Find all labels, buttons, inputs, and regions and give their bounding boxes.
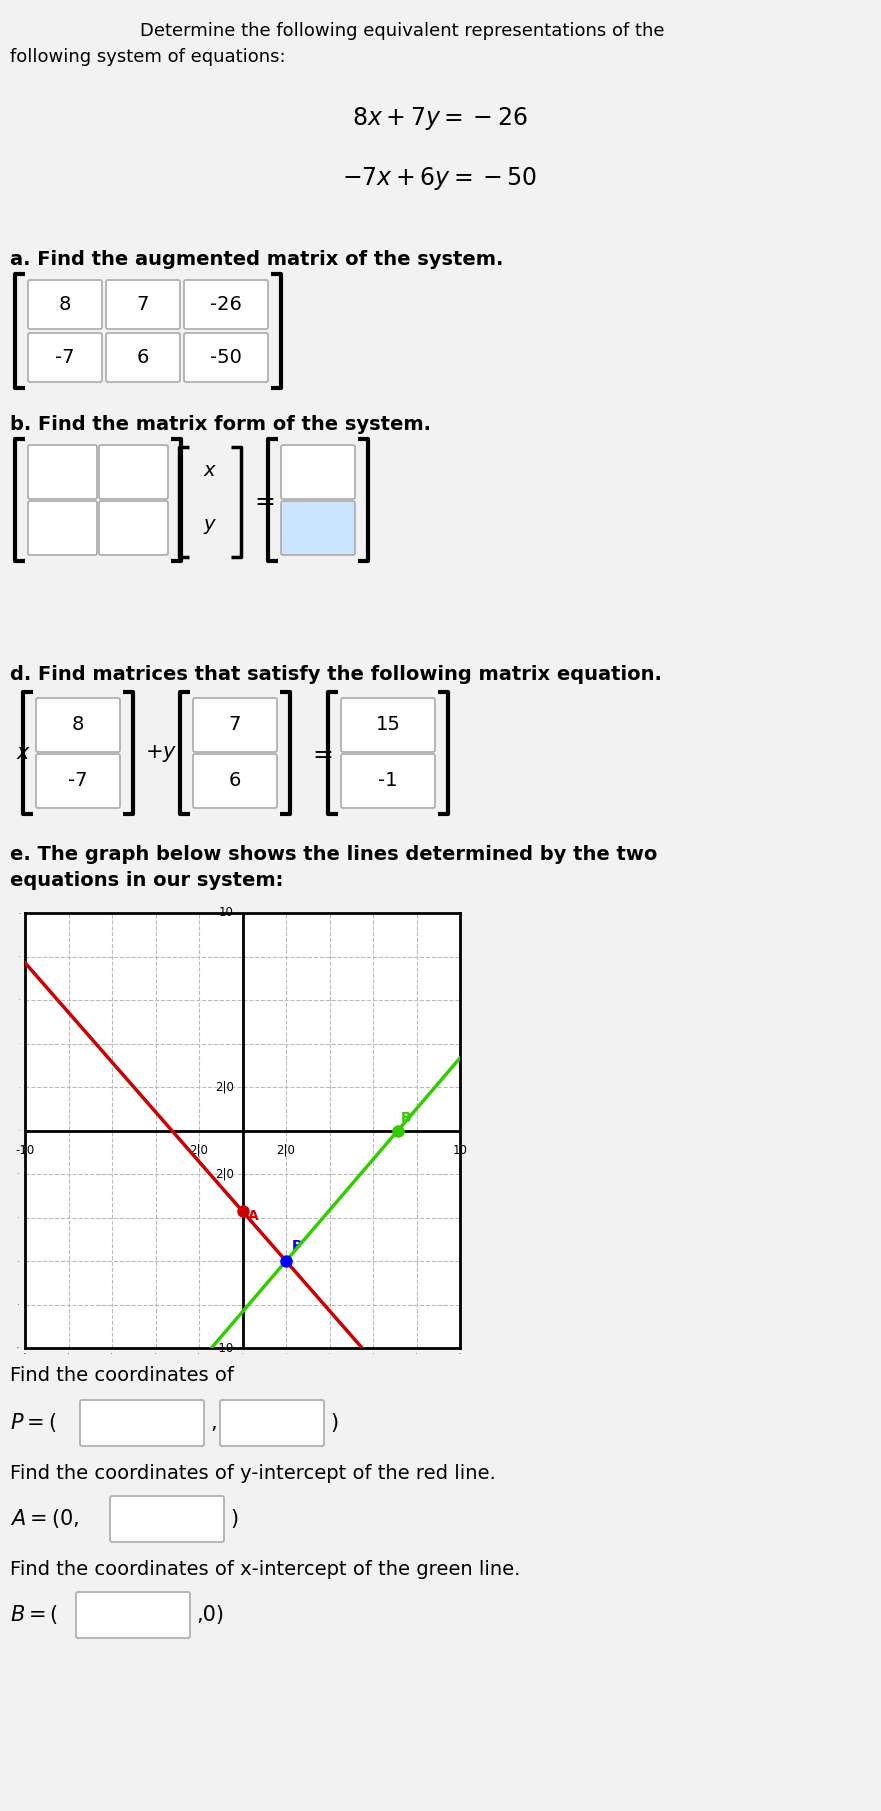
Text: $A = (0,$: $A = (0,$ <box>10 1507 79 1530</box>
Text: B: B <box>401 1110 411 1125</box>
FancyBboxPatch shape <box>36 697 120 752</box>
Text: Find the coordinates of x-intercept of the green line.: Find the coordinates of x-intercept of t… <box>10 1559 521 1579</box>
FancyBboxPatch shape <box>28 333 102 382</box>
FancyBboxPatch shape <box>193 697 277 752</box>
FancyBboxPatch shape <box>76 1592 190 1637</box>
Text: $B = ($: $B = ($ <box>10 1603 58 1626</box>
FancyBboxPatch shape <box>99 446 168 500</box>
Text: following system of equations:: following system of equations: <box>10 49 285 65</box>
Text: 2|0: 2|0 <box>189 1143 209 1157</box>
FancyBboxPatch shape <box>80 1400 204 1445</box>
Text: A: A <box>248 1210 259 1222</box>
Text: 2|0: 2|0 <box>215 1168 233 1181</box>
Text: Determine the following equivalent representations of the: Determine the following equivalent repre… <box>140 22 664 40</box>
FancyBboxPatch shape <box>36 753 120 808</box>
Text: 7: 7 <box>229 715 241 735</box>
FancyBboxPatch shape <box>341 753 435 808</box>
Text: P: P <box>292 1239 301 1253</box>
Text: -1: -1 <box>378 771 397 790</box>
FancyBboxPatch shape <box>184 281 268 330</box>
Text: 8: 8 <box>59 295 71 313</box>
Text: -50: -50 <box>210 348 242 368</box>
Text: 8: 8 <box>72 715 85 735</box>
Text: -7: -7 <box>56 348 75 368</box>
Text: 7: 7 <box>137 295 149 313</box>
Text: 6: 6 <box>229 771 241 790</box>
Text: 6: 6 <box>137 348 149 368</box>
Text: Find the coordinates of: Find the coordinates of <box>10 1365 233 1385</box>
Text: 10: 10 <box>218 907 233 920</box>
FancyBboxPatch shape <box>184 333 268 382</box>
Text: 2|0: 2|0 <box>277 1143 295 1157</box>
Text: $x$: $x$ <box>203 460 217 480</box>
Text: $+y$: $+y$ <box>145 743 177 764</box>
FancyBboxPatch shape <box>110 1496 224 1541</box>
Text: $8x + 7y = -26$: $8x + 7y = -26$ <box>352 105 528 132</box>
Text: -7: -7 <box>68 771 88 790</box>
Text: 2|0: 2|0 <box>215 1081 233 1094</box>
Text: ): ) <box>330 1413 338 1433</box>
FancyBboxPatch shape <box>106 281 180 330</box>
Text: equations in our system:: equations in our system: <box>10 871 284 889</box>
Text: ): ) <box>230 1509 238 1528</box>
Text: Find the coordinates of y-intercept of the red line.: Find the coordinates of y-intercept of t… <box>10 1463 496 1483</box>
Text: -10: -10 <box>215 1342 233 1355</box>
Text: -10: -10 <box>15 1143 34 1157</box>
FancyBboxPatch shape <box>28 446 97 500</box>
FancyBboxPatch shape <box>220 1400 324 1445</box>
Text: $=$: $=$ <box>250 487 276 513</box>
FancyBboxPatch shape <box>281 502 355 554</box>
Text: -26: -26 <box>210 295 242 313</box>
Text: $-7x + 6y = -50$: $-7x + 6y = -50$ <box>343 165 537 192</box>
FancyBboxPatch shape <box>28 502 97 554</box>
FancyBboxPatch shape <box>193 753 277 808</box>
Text: $=$: $=$ <box>308 741 333 764</box>
FancyBboxPatch shape <box>99 502 168 554</box>
Text: $P = ($: $P = ($ <box>10 1411 56 1434</box>
Text: $x$: $x$ <box>16 743 31 762</box>
Text: b. Find the matrix form of the system.: b. Find the matrix form of the system. <box>10 415 431 435</box>
Text: $y$: $y$ <box>203 516 217 536</box>
FancyBboxPatch shape <box>341 697 435 752</box>
FancyBboxPatch shape <box>106 333 180 382</box>
Text: ,0): ,0) <box>196 1605 224 1624</box>
Text: d. Find matrices that satisfy the following matrix equation.: d. Find matrices that satisfy the follow… <box>10 665 662 685</box>
Text: 10: 10 <box>453 1143 468 1157</box>
Text: 15: 15 <box>375 715 401 735</box>
Text: a. Find the augmented matrix of the system.: a. Find the augmented matrix of the syst… <box>10 250 503 270</box>
FancyBboxPatch shape <box>281 446 355 500</box>
Text: e. The graph below shows the lines determined by the two: e. The graph below shows the lines deter… <box>10 846 657 864</box>
FancyBboxPatch shape <box>28 281 102 330</box>
Text: ,: , <box>210 1413 217 1433</box>
